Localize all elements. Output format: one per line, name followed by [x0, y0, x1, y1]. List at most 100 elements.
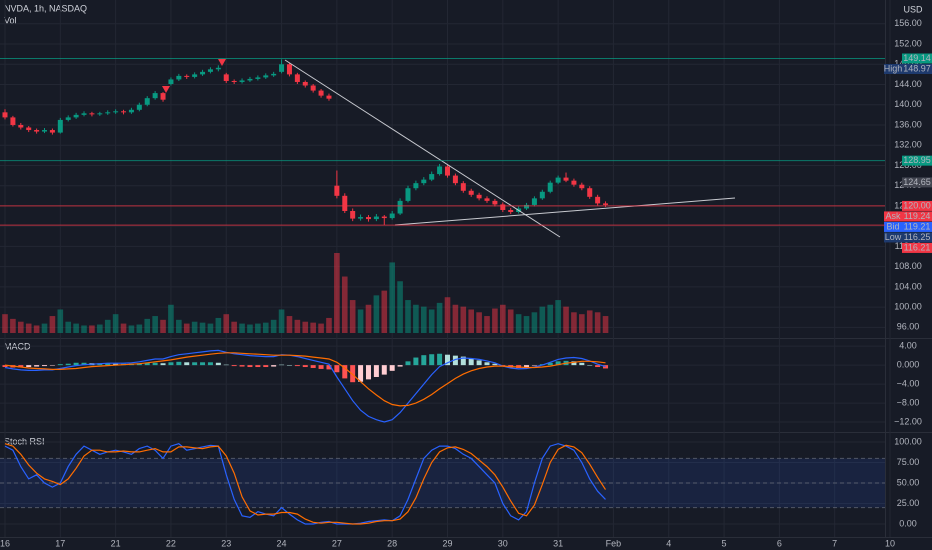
volume-bar	[444, 297, 451, 333]
volume-bar	[563, 306, 569, 333]
histogram-bar	[73, 362, 79, 366]
candle-body	[200, 71, 206, 75]
histogram-bar	[207, 362, 213, 366]
volume-bar	[278, 309, 285, 333]
histogram-bar	[105, 363, 111, 366]
candle-body	[207, 69, 213, 72]
histogram-bar	[429, 354, 435, 366]
histogram-bar	[49, 365, 55, 366]
candle-body	[18, 124, 24, 128]
volume-bar	[247, 324, 253, 333]
volume-bar	[539, 306, 546, 333]
histogram-bar	[160, 363, 166, 366]
volume-bar	[310, 322, 316, 333]
candle-body	[136, 104, 142, 110]
candle-body	[263, 75, 269, 78]
histogram-bar	[26, 365, 32, 368]
histogram-bar	[397, 365, 403, 367]
volume-bar	[215, 317, 222, 333]
candle-body	[350, 210, 356, 219]
candle-body	[42, 130, 48, 132]
candle-body	[286, 64, 292, 75]
y-tick-label: 100.00	[894, 302, 922, 312]
histogram-bar	[326, 365, 332, 370]
candle-body	[429, 174, 435, 180]
indicator-line	[4, 443, 606, 525]
candle-body	[294, 74, 300, 82]
volume-bar	[262, 322, 269, 333]
candle-body	[97, 113, 103, 115]
x-tick-label: 27	[332, 538, 342, 548]
histogram-bar	[294, 365, 300, 367]
candle-body	[531, 198, 537, 205]
volume-bar	[57, 309, 64, 333]
candle-body	[271, 73, 277, 76]
volume-bar	[428, 309, 435, 333]
candle-body	[508, 209, 514, 213]
price-label: 128.95	[903, 155, 931, 165]
trendline	[284, 59, 561, 238]
histogram-bar	[286, 365, 292, 366]
histogram-bar	[279, 364, 285, 366]
histogram-bar	[144, 362, 150, 366]
candle-body	[121, 111, 127, 113]
x-tick-label: 6	[777, 538, 782, 548]
drawings	[162, 59, 736, 238]
histogram-bar	[531, 365, 537, 366]
histogram-bar	[413, 357, 419, 366]
indicator-line	[4, 352, 606, 407]
price-label-bg	[884, 63, 932, 74]
histogram-bar	[492, 363, 498, 366]
x-tick-label: 30	[498, 538, 508, 548]
volume-bar	[523, 316, 530, 333]
volume-bar	[389, 262, 395, 333]
volume-bar	[2, 314, 8, 333]
histogram-bar	[310, 365, 316, 368]
candle-body	[437, 166, 443, 175]
x-tick-label: 31	[553, 538, 563, 548]
histogram-bar	[263, 365, 269, 368]
candle-body	[476, 194, 482, 199]
histogram-bar	[239, 365, 245, 367]
volume-bar	[207, 323, 214, 333]
candle-body	[231, 80, 237, 82]
y-tick-label: 0.00	[899, 518, 917, 528]
price-label-bg	[884, 211, 932, 222]
candle-body	[555, 177, 561, 183]
volume-bar	[49, 316, 56, 333]
histogram-bar	[231, 365, 237, 367]
histogram-bar	[176, 361, 182, 366]
volume-bar	[223, 314, 230, 333]
volume-bar	[239, 323, 245, 333]
histogram-bar	[603, 365, 609, 369]
histogram-bar	[358, 365, 364, 382]
histogram-bar	[152, 362, 158, 366]
volume-bar	[255, 323, 261, 333]
volume-bar	[152, 316, 158, 333]
price-label: 124.65	[903, 177, 931, 187]
price-tag: Ask	[885, 211, 901, 221]
histogram-bar	[318, 365, 324, 369]
volume-bar	[460, 306, 467, 333]
volume-bar	[365, 304, 372, 333]
histogram-bar	[34, 365, 40, 367]
candle-body	[500, 204, 506, 210]
currency[interactable]: USD	[903, 4, 923, 14]
histogram-bar	[184, 362, 190, 366]
candle-body	[73, 114, 79, 118]
volume-bar	[515, 314, 522, 333]
histogram-bar	[2, 365, 8, 368]
y-tick-label: 104.00	[894, 281, 922, 291]
candle-body	[326, 95, 332, 99]
candle-body	[152, 93, 158, 99]
candle-body	[603, 203, 609, 205]
volume-bar	[476, 312, 482, 333]
volume-bar	[405, 300, 411, 333]
candle-body	[239, 80, 245, 82]
candle-body	[247, 78, 253, 81]
price-label: 120.00	[903, 200, 931, 210]
trendline	[394, 197, 736, 226]
volume-bar	[452, 304, 459, 333]
candle-body	[405, 188, 411, 201]
volume-bar	[270, 319, 277, 333]
